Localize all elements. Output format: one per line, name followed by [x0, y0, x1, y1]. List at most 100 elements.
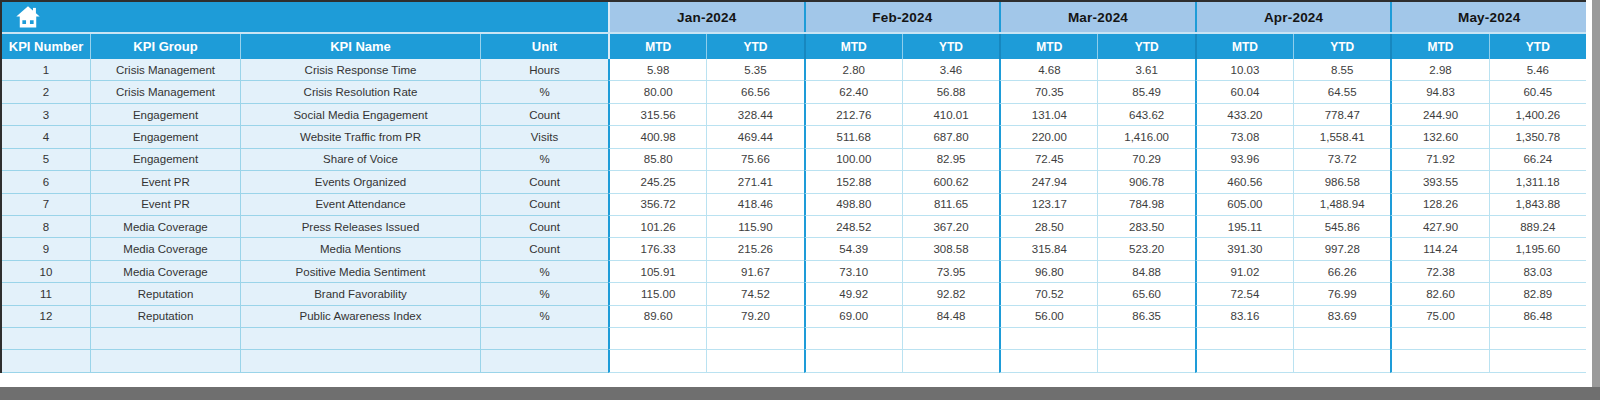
value-cell[interactable]: 469.44	[706, 126, 803, 148]
value-cell[interactable]: 5.46	[1489, 59, 1586, 81]
value-cell[interactable]	[608, 328, 706, 350]
value-cell[interactable]: 72.45	[999, 149, 1097, 171]
value-cell[interactable]: 85.80	[608, 149, 706, 171]
header-jan-mtd[interactable]: MTD	[608, 34, 706, 59]
value-cell[interactable]: 73.95	[902, 261, 999, 283]
value-cell[interactable]: 91.02	[1195, 261, 1293, 283]
header-may-mtd[interactable]: MTD	[1390, 34, 1488, 59]
value-cell[interactable]	[999, 328, 1097, 350]
value-cell[interactable]: 605.00	[1195, 194, 1293, 216]
value-cell[interactable]: 65.60	[1097, 283, 1194, 305]
value-cell[interactable]: 69.00	[804, 306, 902, 328]
value-cell[interactable]: 114.24	[1390, 238, 1488, 260]
value-cell[interactable]: 220.00	[999, 126, 1097, 148]
unit-cell[interactable]: Visits	[480, 126, 608, 148]
kpi-group-cell[interactable]: Media Coverage	[90, 238, 240, 260]
kpi-number-cell[interactable]: 3	[2, 104, 90, 126]
value-cell[interactable]: 83.16	[1195, 306, 1293, 328]
kpi-number-cell[interactable]: 1	[2, 59, 90, 81]
value-cell[interactable]: 400.98	[608, 126, 706, 148]
value-cell[interactable]: 86.48	[1489, 306, 1586, 328]
value-cell[interactable]: 115.00	[608, 283, 706, 305]
kpi-name-cell[interactable]: Share of Voice	[240, 149, 480, 171]
kpi-number-cell[interactable]: 4	[2, 126, 90, 148]
kpi-number-cell[interactable]: 8	[2, 216, 90, 238]
value-cell[interactable]: 70.35	[999, 81, 1097, 103]
value-cell[interactable]: 195.11	[1195, 216, 1293, 238]
value-cell[interactable]: 132.60	[1390, 126, 1488, 148]
value-cell[interactable]: 418.46	[706, 194, 803, 216]
value-cell[interactable]	[1489, 350, 1586, 372]
home-button[interactable]	[2, 2, 608, 32]
kpi-number-cell[interactable]: 9	[2, 238, 90, 260]
value-cell[interactable]	[902, 350, 999, 372]
kpi-number-cell[interactable]	[2, 350, 90, 372]
value-cell[interactable]: 73.10	[804, 261, 902, 283]
value-cell[interactable]: 176.33	[608, 238, 706, 260]
kpi-name-cell[interactable]: Events Organized	[240, 171, 480, 193]
header-mar-mtd[interactable]: MTD	[999, 34, 1097, 59]
value-cell[interactable]: 2.80	[804, 59, 902, 81]
value-cell[interactable]	[1390, 328, 1488, 350]
value-cell[interactable]: 72.38	[1390, 261, 1488, 283]
header-kpi-number[interactable]: KPI Number	[2, 34, 90, 59]
value-cell[interactable]: 131.04	[999, 104, 1097, 126]
kpi-group-cell[interactable]: Engagement	[90, 149, 240, 171]
kpi-group-cell[interactable]	[90, 328, 240, 350]
value-cell[interactable]: 367.20	[902, 216, 999, 238]
unit-cell[interactable]: Count	[480, 194, 608, 216]
month-header-feb[interactable]: Feb-2024	[804, 2, 1000, 32]
value-cell[interactable]: 75.66	[706, 149, 803, 171]
unit-cell[interactable]: Count	[480, 238, 608, 260]
value-cell[interactable]: 54.39	[804, 238, 902, 260]
kpi-number-cell[interactable]: 10	[2, 261, 90, 283]
unit-cell[interactable]: %	[480, 261, 608, 283]
value-cell[interactable]: 89.60	[608, 306, 706, 328]
header-apr-mtd[interactable]: MTD	[1195, 34, 1293, 59]
value-cell[interactable]: 4.68	[999, 59, 1097, 81]
value-cell[interactable]: 3.61	[1097, 59, 1194, 81]
value-cell[interactable]: 433.20	[1195, 104, 1293, 126]
value-cell[interactable]	[1293, 350, 1390, 372]
value-cell[interactable]: 75.00	[1390, 306, 1488, 328]
value-cell[interactable]: 906.78	[1097, 171, 1194, 193]
value-cell[interactable]: 1,488.94	[1293, 194, 1390, 216]
value-cell[interactable]: 85.49	[1097, 81, 1194, 103]
value-cell[interactable]: 80.00	[608, 81, 706, 103]
kpi-name-cell[interactable]: Crisis Response Time	[240, 59, 480, 81]
value-cell[interactable]	[1390, 350, 1488, 372]
unit-cell[interactable]: %	[480, 149, 608, 171]
value-cell[interactable]: 66.56	[706, 81, 803, 103]
kpi-name-cell[interactable]: Public Awareness Index	[240, 306, 480, 328]
value-cell[interactable]: 152.88	[804, 171, 902, 193]
value-cell[interactable]: 70.29	[1097, 149, 1194, 171]
value-cell[interactable]: 84.48	[902, 306, 999, 328]
month-header-jan[interactable]: Jan-2024	[608, 2, 804, 32]
value-cell[interactable]: 1,311.18	[1489, 171, 1586, 193]
unit-cell[interactable]: Count	[480, 171, 608, 193]
value-cell[interactable]: 73.72	[1293, 149, 1390, 171]
value-cell[interactable]: 784.98	[1097, 194, 1194, 216]
value-cell[interactable]: 244.90	[1390, 104, 1488, 126]
value-cell[interactable]: 643.62	[1097, 104, 1194, 126]
value-cell[interactable]: 66.26	[1293, 261, 1390, 283]
value-cell[interactable]: 5.98	[608, 59, 706, 81]
value-cell[interactable]: 93.96	[1195, 149, 1293, 171]
value-cell[interactable]: 71.92	[1390, 149, 1488, 171]
value-cell[interactable]: 73.08	[1195, 126, 1293, 148]
kpi-group-cell[interactable]: Event PR	[90, 171, 240, 193]
value-cell[interactable]	[804, 328, 902, 350]
kpi-group-cell[interactable]: Engagement	[90, 126, 240, 148]
value-cell[interactable]	[1293, 328, 1390, 350]
unit-cell[interactable]: %	[480, 81, 608, 103]
kpi-group-cell[interactable]: Media Coverage	[90, 261, 240, 283]
value-cell[interactable]: 391.30	[1195, 238, 1293, 260]
value-cell[interactable]: 94.83	[1390, 81, 1488, 103]
value-cell[interactable]: 86.35	[1097, 306, 1194, 328]
value-cell[interactable]: 308.58	[902, 238, 999, 260]
value-cell[interactable]	[1097, 328, 1194, 350]
value-cell[interactable]: 1,416.00	[1097, 126, 1194, 148]
value-cell[interactable]	[999, 350, 1097, 372]
value-cell[interactable]: 92.82	[902, 283, 999, 305]
value-cell[interactable]: 74.52	[706, 283, 803, 305]
